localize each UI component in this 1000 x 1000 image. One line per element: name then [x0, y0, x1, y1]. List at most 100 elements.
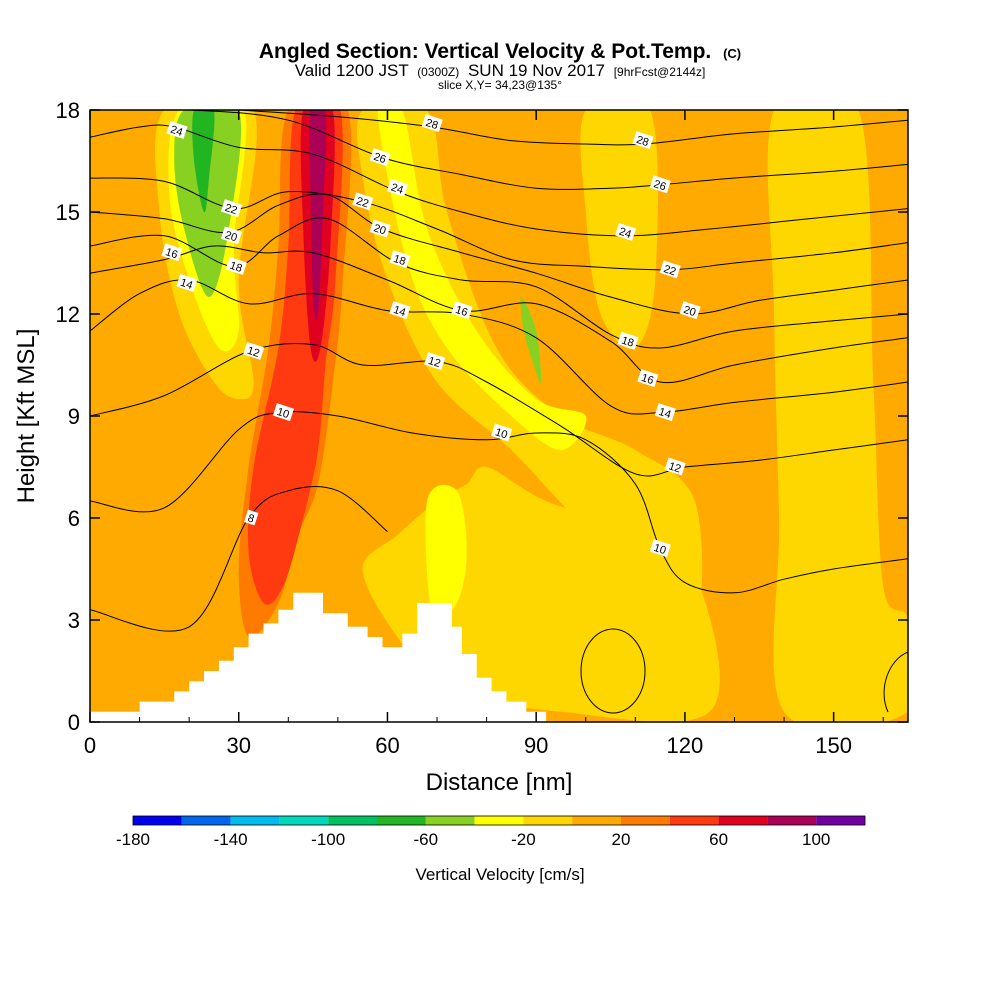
colorbar-tick-label: -180 [116, 830, 150, 849]
contour-label-box [243, 341, 265, 360]
theta-contour-edge [883, 651, 908, 713]
x-tick-label: 90 [524, 733, 548, 758]
contour-label-box [389, 301, 411, 320]
contour-label: 10 [649, 539, 671, 558]
y-axis-label: Height [Kft MSL] [13, 329, 40, 504]
contour-label-text: 18 [228, 260, 243, 275]
contour-label-text: 18 [620, 335, 635, 350]
colorbar-swatch [474, 816, 524, 825]
contour-label-box [649, 175, 671, 194]
contour-label: 10 [491, 423, 513, 442]
contour-label-text: 18 [392, 253, 407, 268]
colorbar-tick-label: 60 [709, 830, 728, 849]
contour-label-box [220, 226, 243, 245]
colorbar-swatch [181, 816, 231, 825]
contour-label-box [649, 539, 671, 558]
contour-label: 16 [451, 301, 473, 319]
y-tick-label: 18 [56, 98, 80, 123]
contour-label-box [220, 199, 243, 218]
colorbar: -180 -140 -100 -60 -20 20 60 100 [116, 815, 866, 849]
colorbar-swatch [816, 816, 865, 825]
contour-label-layer: 24 22 20 16 18 14 12 10 8 28 26 24 22 20 18 14 16 12 10 28 2… [161, 114, 701, 558]
contour-label: 12 [664, 457, 686, 476]
contour-label: 20 [369, 219, 391, 238]
colorbar-swatch [425, 816, 475, 825]
contour-label: 16 [637, 369, 659, 387]
contour-label: 10 [272, 403, 295, 422]
colorbar-swatch [133, 816, 182, 825]
contour-label-text: 26 [372, 151, 387, 166]
colorbar-frame [132, 815, 866, 826]
colorbar-swatch [718, 816, 768, 825]
chart-title: Angled Section: Vertical Velocity & Pot.… [259, 40, 741, 63]
contour-label-box [654, 403, 676, 422]
contour-label-text: 16 [454, 304, 469, 319]
contour-label-text: 12 [427, 355, 442, 370]
contour-label-text: 26 [652, 178, 667, 193]
valid-time-subtitle: Valid 1200 JST (0300Z) SUN 19 Nov 2017 [… [295, 61, 706, 80]
y-tick-label: 3 [68, 608, 80, 633]
x-tick-label: 30 [226, 733, 250, 758]
colorbar-swatch [523, 816, 573, 825]
terrain [90, 592, 908, 722]
contour-label-box [272, 403, 295, 422]
contour-label: 22 [220, 199, 243, 218]
contour-label-box [386, 178, 409, 197]
contour-label-text: 20 [372, 222, 387, 237]
contour-label: 24 [166, 120, 188, 139]
velocity-region-main-updraft-core [309, 110, 327, 321]
contour-label: 14 [654, 403, 676, 422]
colorbar-tick-label: -20 [511, 830, 536, 849]
y-tick-label: 6 [68, 506, 80, 531]
contour-label-box [614, 222, 637, 241]
contour-label: 26 [369, 148, 391, 166]
contour-label-box [176, 273, 198, 292]
contour-label-text: 20 [682, 304, 697, 319]
theta-contour-26 [90, 110, 908, 190]
colorbar-tick-label: -140 [214, 830, 248, 849]
contour-label-text: 22 [223, 202, 238, 217]
contour-label-text: 28 [635, 134, 650, 149]
velocity-region-upper-left-downdraft-strong [174, 110, 242, 297]
theta-contour-10 [90, 411, 908, 594]
plot-area [90, 110, 908, 722]
contour-label-text: 14 [392, 304, 407, 319]
colorbar-tick-label: -60 [414, 830, 439, 849]
contour-label-box [369, 219, 391, 238]
contour-label-box [352, 192, 374, 211]
velocity-region-low-level-downdraft-core [425, 484, 467, 621]
colorbar-swatch [572, 816, 621, 825]
contour-label: 20 [220, 226, 243, 245]
theta-contour-closed [580, 628, 646, 714]
contour-label-text: 14 [179, 277, 194, 292]
contour-label: 24 [614, 222, 637, 241]
contour-label-text: 28 [424, 117, 439, 132]
contour-label-box [632, 131, 654, 150]
x-tick-label: 0 [84, 733, 96, 758]
colorbar-tick-label: -100 [311, 830, 345, 849]
contour-label-box [617, 331, 639, 350]
contour-label-text: 8 [246, 512, 256, 525]
contour-label-text: 24 [389, 182, 404, 197]
contour-label: 14 [176, 273, 198, 292]
contour-label-box [389, 250, 411, 269]
velocity-region-right-edge-band [767, 110, 908, 722]
contour-label: 22 [659, 260, 681, 278]
colorbar-label: Vertical Velocity [cm/s] [415, 865, 584, 884]
contour-label: 14 [389, 301, 411, 320]
contour-label: 8 [244, 509, 259, 526]
x-axis-label: Distance [nm] [426, 769, 573, 796]
contour-label: 28 [632, 131, 654, 150]
velocity-region-right-slant-downdraft-core [377, 110, 587, 450]
contour-label-text: 10 [652, 542, 667, 557]
velocity-region-right-slant-downdraft [356, 110, 703, 622]
velocity-region-right-slant-downdraft-peak [520, 297, 542, 384]
contour-label-box [421, 114, 443, 133]
contour-label-text: 16 [640, 372, 655, 387]
theta-contour-28 [238, 110, 908, 146]
theta-contour-16 [90, 245, 908, 384]
colorbar-swatch [279, 816, 329, 825]
contour-label: 12 [243, 341, 265, 360]
contour-label-box [225, 256, 247, 275]
